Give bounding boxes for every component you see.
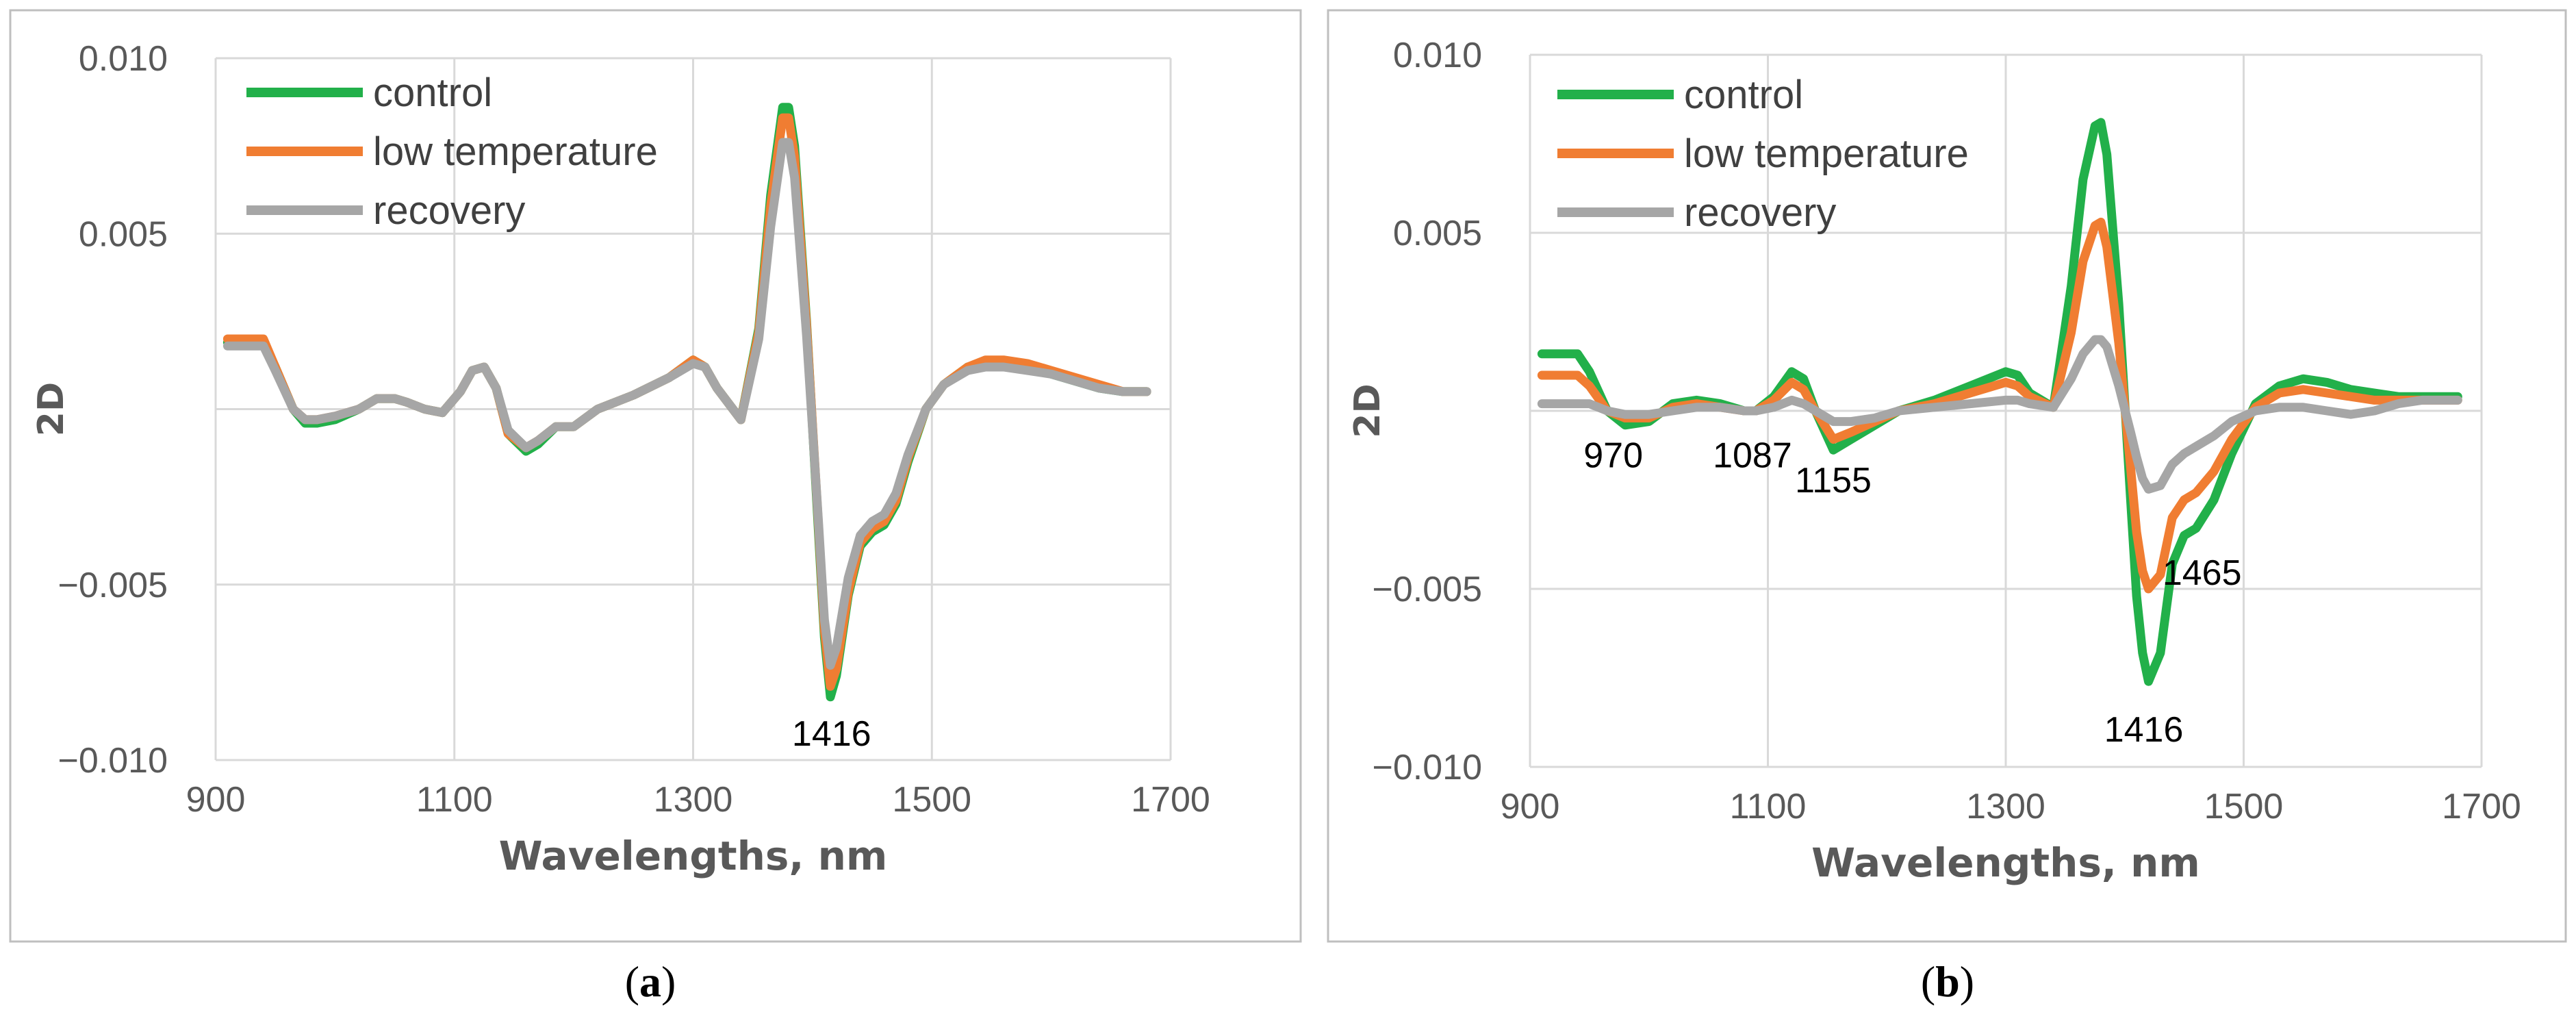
legend-label: recovery — [373, 188, 525, 233]
legend-label: control — [373, 71, 492, 115]
chart-frame — [1327, 9, 2567, 943]
peak-annotation: 970 — [1583, 435, 1643, 475]
caption-letter: b — [1935, 957, 1960, 1006]
peak-annotation: 1087 — [1713, 435, 1792, 475]
legend-label: control — [1684, 73, 1803, 117]
x-tick-label: 1700 — [2442, 787, 2521, 826]
y-tick-label: 0.010 — [1393, 36, 1482, 75]
panel-caption: (b) — [1921, 957, 1974, 1006]
series-line-recovery — [1537, 335, 2462, 494]
chart-panel-b: 900 1100 1300 1500 1700 0.010 0.005 −0.005 −0.01… — [1327, 9, 2567, 1006]
y-tick-label: 0.010 — [79, 39, 168, 79]
y-tick-label: −0.010 — [58, 741, 168, 781]
panel-caption: (a) — [625, 957, 676, 1006]
peak-annotation: 1465 — [2163, 553, 2242, 593]
peak-annotation: 1416 — [792, 714, 871, 754]
caption-close: ) — [661, 957, 676, 1006]
x-tick-label: 1700 — [1131, 780, 1210, 820]
legend-label: low temperature — [373, 129, 658, 174]
x-tick-label: 1500 — [892, 780, 971, 820]
caption-open: ( — [625, 957, 639, 1006]
series-line-recovery — [222, 138, 1151, 670]
x-tick-label: 1100 — [416, 780, 493, 820]
chart-panel-a: 900 1100 1300 1500 1700 0.010 0.005 −0.005 −0.01… — [9, 9, 1302, 1006]
x-tick-label: 900 — [186, 780, 246, 820]
x-tick-label: 1100 — [1730, 787, 1807, 826]
caption-letter: a — [639, 957, 661, 1006]
x-tick-label: 1300 — [1966, 787, 2045, 826]
x-tick-label: 1300 — [654, 780, 733, 820]
y-axis-title: 2D — [31, 382, 72, 436]
x-axis-title: Wavelengths, nm — [499, 833, 888, 879]
x-axis-title: Wavelengths, nm — [1811, 839, 2200, 886]
peak-annotation: 1155 — [1795, 461, 1872, 501]
y-tick-label: 0.005 — [79, 214, 168, 254]
y-tick-label: 0.005 — [1393, 214, 1482, 253]
x-tick-label: 900 — [1501, 787, 1560, 826]
y-tick-label: −0.005 — [1373, 570, 1483, 609]
peak-annotation: 1416 — [2104, 710, 2184, 750]
caption-close: ) — [1960, 957, 1974, 1006]
y-axis-title: 2D — [1347, 383, 1388, 438]
y-tick-label: −0.010 — [1373, 748, 1483, 787]
y-tick-label: −0.005 — [58, 566, 168, 605]
caption-open: ( — [1921, 957, 1935, 1006]
chart-frame — [9, 9, 1302, 943]
legend-label: low temperature — [1684, 131, 1969, 176]
legend-label: recovery — [1684, 190, 1836, 235]
x-tick-label: 1500 — [2204, 787, 2284, 826]
